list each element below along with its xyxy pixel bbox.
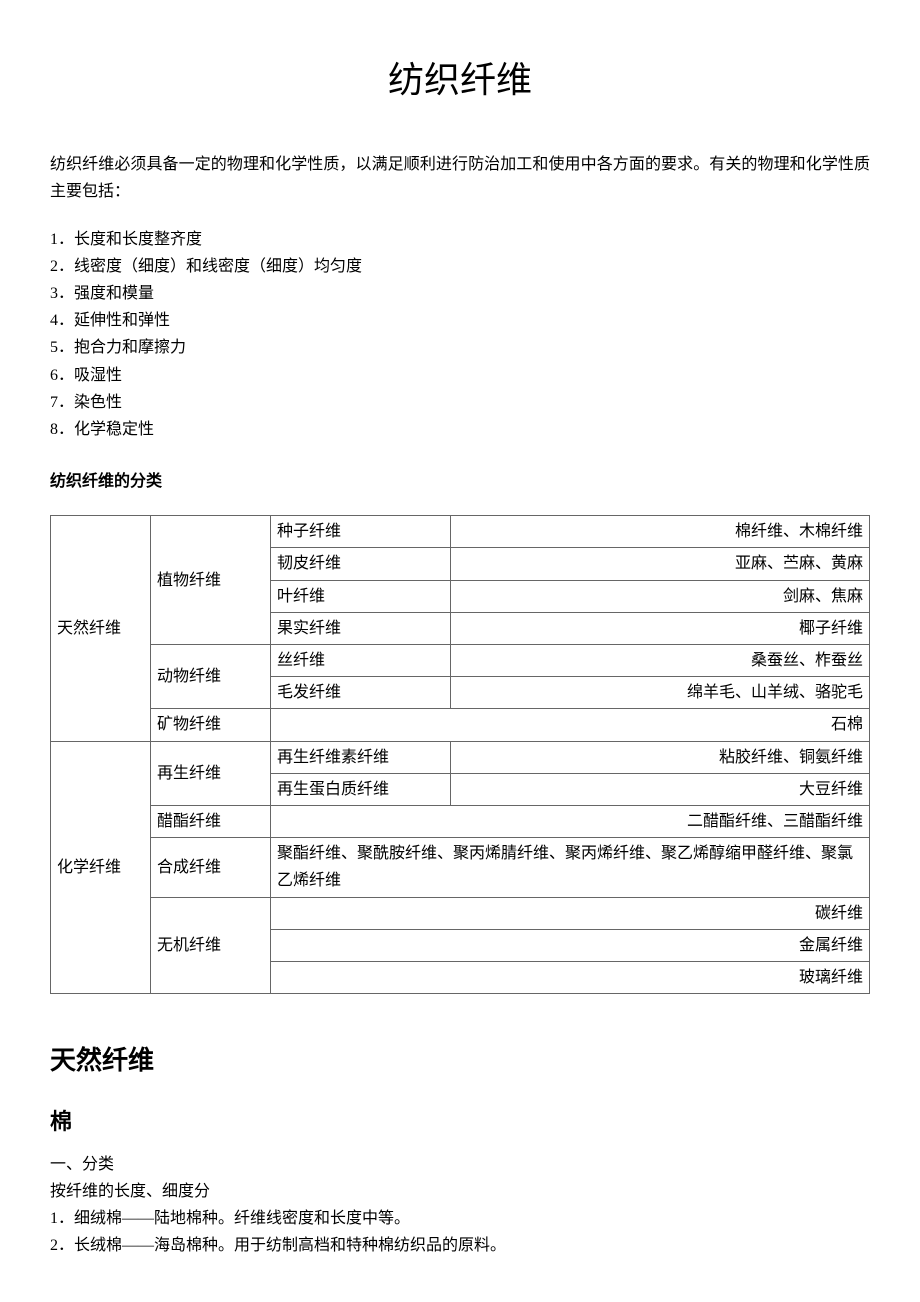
property-item: 7．染色性 bbox=[50, 389, 870, 416]
cell-subtype: 丝纤维 bbox=[271, 645, 451, 677]
property-item: 2．线密度（细度）和线密度（细度）均匀度 bbox=[50, 253, 870, 280]
cell-mineral: 矿物纤维 bbox=[151, 709, 271, 741]
table-row: 化学纤维 再生纤维 再生纤维素纤维 粘胶纤维、铜氨纤维 bbox=[51, 741, 870, 773]
cell-examples: 碳纤维 bbox=[271, 897, 870, 929]
cell-examples: 绵羊毛、山羊绒、骆驼毛 bbox=[451, 677, 870, 709]
table-row: 无机纤维 碳纤维 bbox=[51, 897, 870, 929]
cell-examples: 亚麻、苎麻、黄麻 bbox=[451, 548, 870, 580]
cell-subtype: 韧皮纤维 bbox=[271, 548, 451, 580]
table-row: 矿物纤维 石棉 bbox=[51, 709, 870, 741]
cell-chemical: 化学纤维 bbox=[51, 741, 151, 994]
property-item: 4．延伸性和弹性 bbox=[50, 307, 870, 334]
cell-inorganic: 无机纤维 bbox=[151, 897, 271, 994]
table-row: 合成纤维 聚酯纤维、聚酰胺纤维、聚丙烯腈纤维、聚丙烯纤维、聚乙烯醇缩甲醛纤维、聚… bbox=[51, 838, 870, 897]
cell-examples: 大豆纤维 bbox=[451, 773, 870, 805]
cell-subtype: 果实纤维 bbox=[271, 612, 451, 644]
properties-list: 1．长度和长度整齐度 2．线密度（细度）和线密度（细度）均匀度 3．强度和模量 … bbox=[50, 226, 870, 444]
property-item: 5．抱合力和摩擦力 bbox=[50, 334, 870, 361]
cell-examples: 椰子纤维 bbox=[451, 612, 870, 644]
cell-examples: 剑麻、焦麻 bbox=[451, 580, 870, 612]
cotton-line: 1．细绒棉——陆地棉种。纤维线密度和长度中等。 bbox=[50, 1205, 870, 1232]
cell-regen: 再生纤维 bbox=[151, 741, 271, 805]
cotton-line: 按纤维的长度、细度分 bbox=[50, 1178, 870, 1205]
table-row: 动物纤维 丝纤维 桑蚕丝、柞蚕丝 bbox=[51, 645, 870, 677]
cotton-line: 2．长绒棉——海岛棉种。用于纺制高档和特种棉纺织品的原料。 bbox=[50, 1232, 870, 1259]
cell-subtype: 种子纤维 bbox=[271, 516, 451, 548]
cell-natural: 天然纤维 bbox=[51, 516, 151, 741]
document-title: 纺织纤维 bbox=[50, 50, 870, 111]
cell-examples: 棉纤维、木棉纤维 bbox=[451, 516, 870, 548]
cell-examples: 石棉 bbox=[271, 709, 870, 741]
cell-examples: 金属纤维 bbox=[271, 929, 870, 961]
property-item: 8．化学稳定性 bbox=[50, 416, 870, 443]
cell-subtype: 再生蛋白质纤维 bbox=[271, 773, 451, 805]
cell-plant: 植物纤维 bbox=[151, 516, 271, 645]
cell-subtype: 再生纤维素纤维 bbox=[271, 741, 451, 773]
cell-synthetic: 合成纤维 bbox=[151, 838, 271, 897]
section-cotton: 棉 bbox=[50, 1103, 870, 1140]
section-natural-fiber: 天然纤维 bbox=[50, 1039, 870, 1083]
classification-heading: 纺织纤维的分类 bbox=[50, 468, 870, 495]
cell-subtype: 毛发纤维 bbox=[271, 677, 451, 709]
cell-examples: 玻璃纤维 bbox=[271, 961, 870, 993]
classification-table: 天然纤维 植物纤维 种子纤维 棉纤维、木棉纤维 韧皮纤维 亚麻、苎麻、黄麻 叶纤… bbox=[50, 515, 870, 994]
cell-subtype: 叶纤维 bbox=[271, 580, 451, 612]
property-item: 6．吸湿性 bbox=[50, 362, 870, 389]
intro-paragraph: 纺织纤维必须具备一定的物理和化学性质，以满足顺利进行防治加工和使用中各方面的要求… bbox=[50, 151, 870, 205]
cell-examples: 二醋酯纤维、三醋酯纤维 bbox=[271, 805, 870, 837]
cell-animal: 动物纤维 bbox=[151, 645, 271, 709]
cell-examples: 粘胶纤维、铜氨纤维 bbox=[451, 741, 870, 773]
cotton-line: 一、分类 bbox=[50, 1151, 870, 1178]
cell-examples: 聚酯纤维、聚酰胺纤维、聚丙烯腈纤维、聚丙烯纤维、聚乙烯醇缩甲醛纤维、聚氯乙烯纤维 bbox=[271, 838, 870, 897]
property-item: 3．强度和模量 bbox=[50, 280, 870, 307]
table-row: 醋酯纤维 二醋酯纤维、三醋酯纤维 bbox=[51, 805, 870, 837]
cell-acetate: 醋酯纤维 bbox=[151, 805, 271, 837]
table-row: 天然纤维 植物纤维 种子纤维 棉纤维、木棉纤维 bbox=[51, 516, 870, 548]
property-item: 1．长度和长度整齐度 bbox=[50, 226, 870, 253]
cell-examples: 桑蚕丝、柞蚕丝 bbox=[451, 645, 870, 677]
